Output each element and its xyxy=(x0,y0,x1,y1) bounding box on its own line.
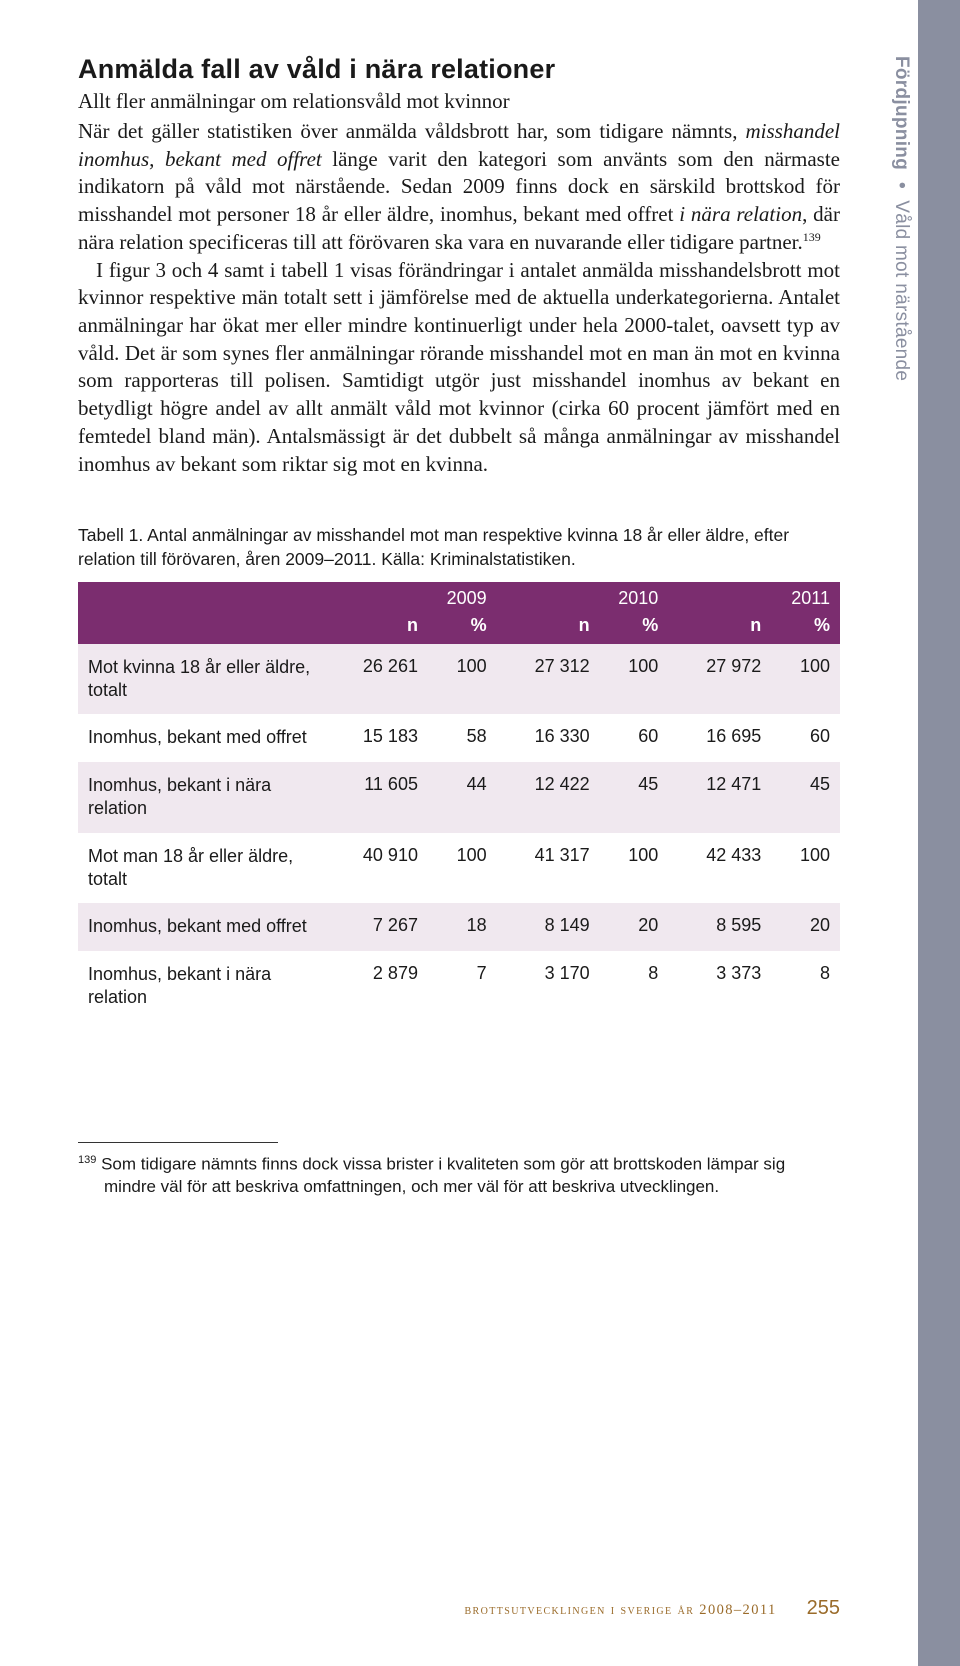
footnote-ref: 139 xyxy=(803,230,821,244)
footnote-separator xyxy=(78,1142,278,1143)
table-row: Inomhus, bekant med offret15 1835816 330… xyxy=(78,714,840,761)
table-row-label: Mot kvinna 18 år eller äldre, totalt xyxy=(78,644,325,715)
table-unit-pct-1: % xyxy=(600,613,669,644)
table-unit-n-0: n xyxy=(325,613,428,644)
table-cell: 3 373 xyxy=(668,951,771,1022)
table-cell: 58 xyxy=(428,714,497,761)
table-unit-pct-0: % xyxy=(428,613,497,644)
table-unit-pct-2: % xyxy=(771,613,840,644)
footnote: 139 Som tidigare nämnts finns dock vissa… xyxy=(78,1153,840,1200)
table-row: Inomhus, bekant i nära relation2 87973 1… xyxy=(78,951,840,1022)
footnote-text: Som tidigare nämnts finns dock vissa bri… xyxy=(96,1154,785,1196)
table-cell: 15 183 xyxy=(325,714,428,761)
table-cell: 45 xyxy=(771,762,840,833)
table-cell: 45 xyxy=(600,762,669,833)
page-content: Anmälda fall av våld i nära relationer A… xyxy=(0,0,960,1666)
table-cell: 40 910 xyxy=(325,833,428,904)
table-row: Inomhus, bekant med offret7 267188 14920… xyxy=(78,903,840,950)
table-cell: 100 xyxy=(771,833,840,904)
table-cell: 12 471 xyxy=(668,762,771,833)
page-heading: Anmälda fall av våld i nära relationer xyxy=(78,54,840,85)
table-cell: 60 xyxy=(600,714,669,761)
table-row-label: Inomhus, bekant i nära relation xyxy=(78,762,325,833)
table-row-label: Inomhus, bekant med offret xyxy=(78,714,325,761)
table-cell: 41 317 xyxy=(497,833,600,904)
table-cell: 100 xyxy=(600,833,669,904)
table-cell: 27 312 xyxy=(497,644,600,715)
table-cell: 7 xyxy=(428,951,497,1022)
table-cell: 8 xyxy=(771,951,840,1022)
table-year-0: 2009 xyxy=(325,582,497,613)
table-cell: 60 xyxy=(771,714,840,761)
table-cell: 44 xyxy=(428,762,497,833)
table-row: Inomhus, bekant i nära relation11 605441… xyxy=(78,762,840,833)
p1-d: i nära relation xyxy=(679,202,802,226)
table-unit-row: n % n % n % xyxy=(78,613,840,644)
body-paragraph-1: När det gäller statistiken över anmälda … xyxy=(78,118,840,257)
table-year-row: 2009 2010 2011 xyxy=(78,582,840,613)
table-cell: 100 xyxy=(600,644,669,715)
table-cell: 16 330 xyxy=(497,714,600,761)
table-row-label: Mot man 18 år eller äldre, totalt xyxy=(78,833,325,904)
body-paragraph-2: I figur 3 och 4 samt i tabell 1 visas fö… xyxy=(78,257,840,479)
table-year-2: 2011 xyxy=(668,582,840,613)
table-body: Mot kvinna 18 år eller äldre, totalt26 2… xyxy=(78,644,840,1022)
p1-a: När det gäller statistiken över anmälda … xyxy=(78,119,746,143)
table-cell: 11 605 xyxy=(325,762,428,833)
table-row: Mot man 18 år eller äldre, totalt40 9101… xyxy=(78,833,840,904)
table-cell: 42 433 xyxy=(668,833,771,904)
table-caption: Tabell 1. Antal anmälningar av misshande… xyxy=(78,524,840,571)
table-cell: 26 261 xyxy=(325,644,428,715)
footer-page-number: 255 xyxy=(807,1597,840,1620)
table-cell: 8 595 xyxy=(668,903,771,950)
table-cell: 2 879 xyxy=(325,951,428,1022)
table-row-label: Inomhus, bekant i nära relation xyxy=(78,951,325,1022)
table-cell: 100 xyxy=(428,644,497,715)
table-empty-header xyxy=(78,582,325,613)
footnote-num: 139 xyxy=(78,1154,96,1166)
table-cell: 100 xyxy=(428,833,497,904)
table-cell: 7 267 xyxy=(325,903,428,950)
table-empty-unit xyxy=(78,613,325,644)
table-year-1: 2010 xyxy=(497,582,669,613)
table-row: Mot kvinna 18 år eller äldre, totalt26 2… xyxy=(78,644,840,715)
footer-text: brottsutvecklingen i sverige år 2008–201… xyxy=(464,1602,776,1619)
table-cell: 3 170 xyxy=(497,951,600,1022)
table-cell: 8 149 xyxy=(497,903,600,950)
data-table: 2009 2010 2011 n % n % n % Mot kvinna 18… xyxy=(78,582,840,1022)
table-cell: 18 xyxy=(428,903,497,950)
page-subheading: Allt fler anmälningar om relationsvåld m… xyxy=(78,89,840,114)
table-cell: 20 xyxy=(600,903,669,950)
table-cell: 16 695 xyxy=(668,714,771,761)
table-cell: 12 422 xyxy=(497,762,600,833)
table-unit-n-2: n xyxy=(668,613,771,644)
table-unit-n-1: n xyxy=(497,613,600,644)
table-row-label: Inomhus, bekant med offret xyxy=(78,903,325,950)
table-cell: 27 972 xyxy=(668,644,771,715)
table-cell: 100 xyxy=(771,644,840,715)
table-cell: 8 xyxy=(600,951,669,1022)
page-footer: brottsutvecklingen i sverige år 2008–201… xyxy=(78,1597,840,1620)
table-cell: 20 xyxy=(771,903,840,950)
